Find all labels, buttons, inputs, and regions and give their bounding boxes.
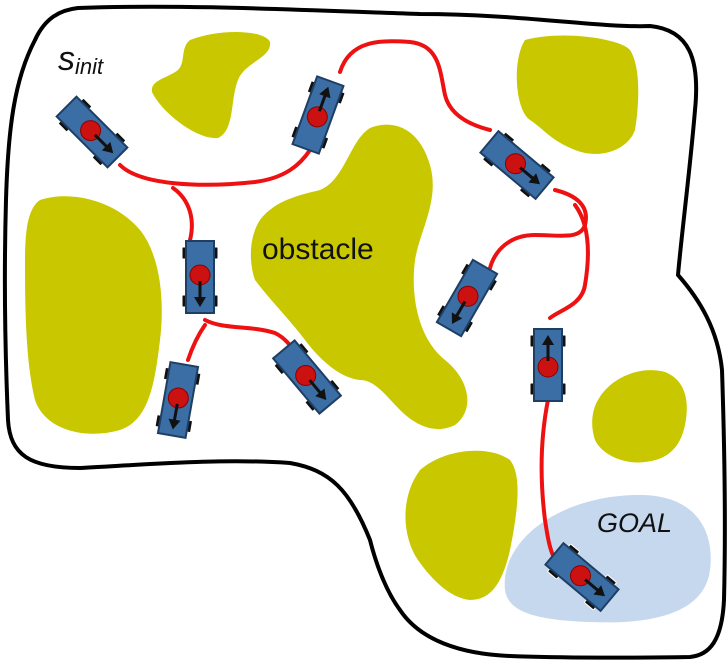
- obstacle-center: [250, 124, 468, 430]
- obstacle-right: [592, 370, 687, 463]
- start-label: sinit: [58, 40, 104, 79]
- car-icon: [528, 327, 568, 403]
- obstacle-top-left: [151, 31, 271, 139]
- goal-label: GOAL: [597, 508, 672, 538]
- path-segment: [118, 148, 312, 187]
- path-segment: [539, 398, 557, 562]
- path-segment: [171, 186, 194, 242]
- goal-region: [504, 495, 711, 623]
- obstacle-left: [25, 196, 162, 434]
- paths: [118, 39, 590, 562]
- obstacle-bottom: [405, 450, 518, 600]
- path-segment: [548, 203, 590, 320]
- obstacles: [25, 31, 687, 600]
- path-segment: [488, 188, 588, 270]
- car-icon: [180, 239, 220, 315]
- path-segment: [338, 39, 492, 132]
- obstacle-top-right: [516, 35, 639, 154]
- path-segment: [186, 323, 207, 362]
- obstacle-label: obstacle: [262, 233, 374, 266]
